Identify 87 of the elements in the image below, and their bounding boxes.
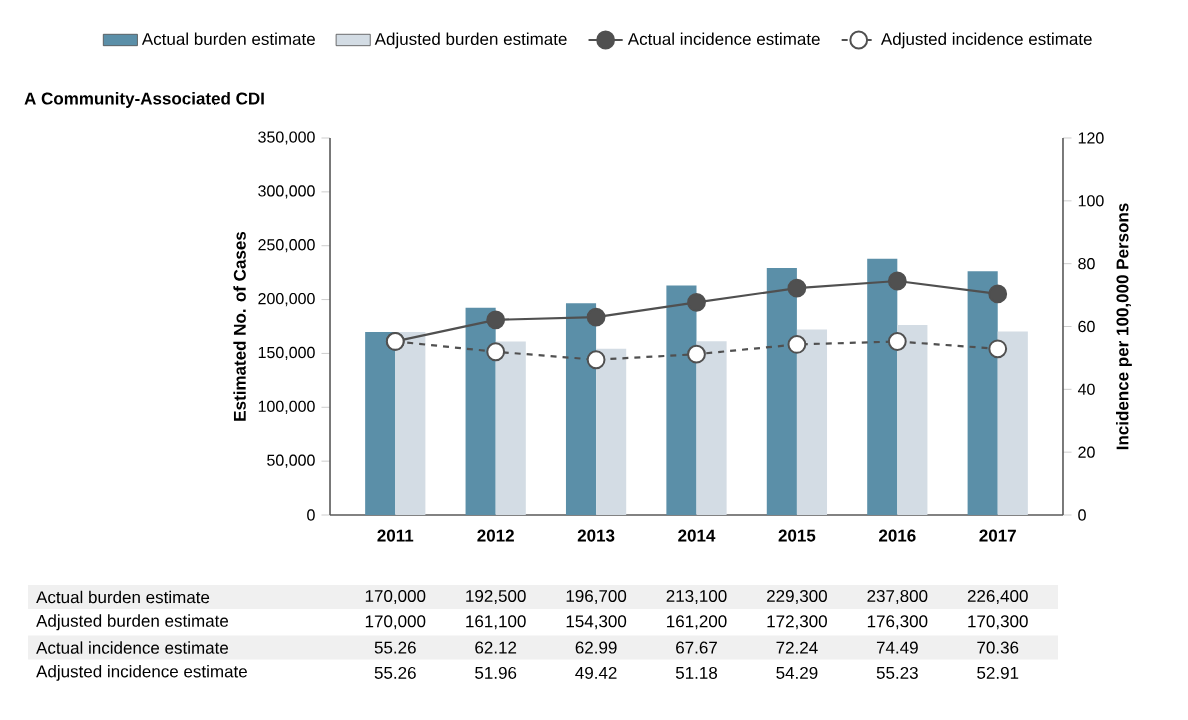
point <box>586 307 606 327</box>
data-label: 192,500 <box>466 589 526 605</box>
data-label: 176,300 <box>867 615 928 630</box>
data-label: 51.96 <box>475 666 517 679</box>
y-tick-label: 250,000 <box>258 239 315 253</box>
bar <box>465 307 496 515</box>
data-label: 70.36 <box>977 641 1019 654</box>
legend-label: Actual burden estimate <box>141 32 315 46</box>
x-tick-label: 2013 <box>577 529 615 542</box>
data-label: 172,300 <box>767 615 827 630</box>
y-tick-label: 100,000 <box>258 400 315 414</box>
bar <box>596 348 627 515</box>
x-tick-label: 2011 <box>377 529 414 542</box>
text: Adjusted incidence estimate <box>36 664 247 681</box>
data-label: 237,800 <box>867 589 928 605</box>
x-tick-label: 2014 <box>678 529 716 542</box>
bar <box>796 329 828 515</box>
data-label: 229,300 <box>767 589 827 605</box>
bar <box>365 331 396 515</box>
bar <box>897 325 928 515</box>
point <box>687 344 706 364</box>
data-label: 54.29 <box>776 666 818 679</box>
bar <box>867 258 898 515</box>
bar <box>997 331 1028 515</box>
data-label: 213,100 <box>666 589 727 605</box>
data-label: 51.18 <box>675 666 718 679</box>
y2-tick-label: 120 <box>1078 132 1104 144</box>
point <box>687 293 706 312</box>
text: Adjusted burden estimate <box>36 614 229 631</box>
data-label: 62.12 <box>475 641 517 654</box>
bar <box>666 285 697 515</box>
x-tick-label: 2012 <box>477 529 514 542</box>
point <box>887 271 907 291</box>
point <box>486 342 506 362</box>
x-tick-label: 2017 <box>979 529 1016 542</box>
x-tick-label: 2016 <box>879 529 916 542</box>
data-label: 74.49 <box>876 641 918 654</box>
y-tick-label: 350,000 <box>258 131 315 145</box>
data-label: 170,300 <box>968 615 1028 630</box>
y2-tick-label: 40 <box>1077 383 1095 395</box>
point <box>586 350 606 370</box>
data-label: 161,200 <box>667 615 727 630</box>
y2-tick-label: 80 <box>1078 258 1095 270</box>
data-label: 55.23 <box>876 666 918 679</box>
data-label: 62.99 <box>575 641 617 654</box>
y-tick-label: 0 <box>307 509 315 521</box>
legend-label: Actual incidence estimate <box>627 32 820 46</box>
text: Actual incidence estimate <box>36 641 229 654</box>
y-tick-label: 150,000 <box>258 346 315 361</box>
text: Actual burden estimate <box>36 590 210 604</box>
data-label: 170,000 <box>365 615 426 630</box>
bar <box>395 331 426 515</box>
y-axis-title: Estimated No. of Cases <box>233 231 246 421</box>
data-label: 67.67 <box>676 641 717 654</box>
data-label: 49.42 <box>575 666 617 679</box>
data-label: 52.91 <box>977 666 1019 679</box>
y2-axis-title: Incidence per 100,000 Persons <box>1116 203 1132 450</box>
point <box>887 332 907 351</box>
bar <box>565 303 597 515</box>
point <box>486 310 506 330</box>
y-tick-label: 300,000 <box>258 185 315 199</box>
data-label: 226,400 <box>967 589 1028 605</box>
y2-tick-label: 0 <box>1078 509 1086 521</box>
y2-tick-label: 20 <box>1078 446 1095 458</box>
point <box>787 278 807 298</box>
y2-tick-label: 60 <box>1078 320 1095 333</box>
bar <box>696 341 727 515</box>
legend-label: Adjusted incidence estimate <box>880 32 1092 49</box>
y-tick-label: 50,000 <box>267 454 315 468</box>
data-label: 55.26 <box>374 666 416 679</box>
point <box>988 284 1008 304</box>
legend-label: Adjusted burden estimate <box>374 32 567 49</box>
data-label: 55.26 <box>374 641 416 654</box>
data-label: 161,100 <box>466 615 526 630</box>
y-tick-label: 200,000 <box>258 292 315 307</box>
bar <box>967 271 998 515</box>
point <box>988 339 1008 359</box>
bar <box>495 341 526 515</box>
bar <box>766 268 797 515</box>
data-label: 170,000 <box>365 589 426 605</box>
data-label: 196,700 <box>566 589 627 605</box>
data-label: 72.24 <box>776 641 818 654</box>
text: A Community-Associated CDI <box>24 92 264 108</box>
x-tick-label: 2015 <box>778 529 816 542</box>
y2-tick-label: 100 <box>1078 195 1104 207</box>
point <box>787 335 807 354</box>
data-label: 154,300 <box>566 615 627 630</box>
